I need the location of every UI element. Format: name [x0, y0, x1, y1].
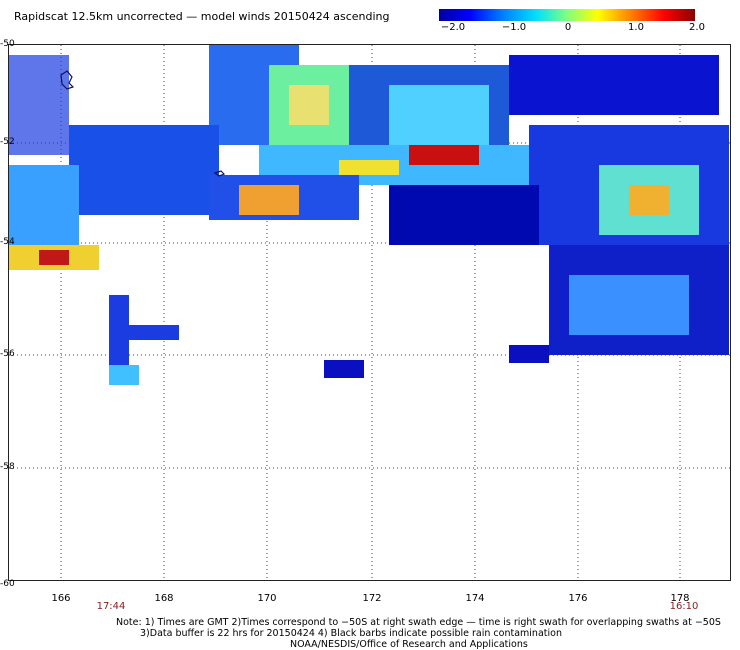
swath-cells: [239, 185, 299, 215]
lon-label: 170: [257, 593, 277, 604]
coastline: [60, 70, 226, 177]
island-outline: [60, 70, 75, 90]
island-outline: [213, 170, 226, 177]
lat-label: -58: [0, 462, 15, 472]
swath-cells: [129, 325, 179, 340]
swath-cells: [389, 85, 489, 145]
wind-difference-field: [9, 45, 729, 385]
lon-label: 176: [568, 593, 588, 604]
lon-label: 174: [465, 593, 485, 604]
lat-label: -50: [0, 39, 15, 49]
colorbar: [439, 9, 695, 21]
lat-label: -54: [0, 237, 15, 247]
swath-cells: [509, 345, 549, 363]
colorbar-tick-label: −2.0: [440, 22, 466, 33]
swath-cells: [9, 55, 69, 155]
colorbar-tick-label: 1.0: [628, 22, 644, 33]
swath-cells: [289, 85, 329, 125]
swath-cells: [409, 145, 479, 165]
swath-cells: [389, 185, 539, 245]
swath-cells: [109, 365, 139, 385]
footnote-line: Note: 1) Times are GMT 2)Times correspon…: [116, 617, 721, 628]
swath-cells: [39, 250, 69, 265]
footnote-line: NOAA/NESDIS/Office of Research and Appli…: [290, 639, 528, 650]
lat-label: -52: [0, 137, 15, 147]
swath-cells: [629, 185, 669, 215]
swath-time-left: 17:44: [96, 601, 126, 612]
swath-cells: [569, 275, 689, 335]
footnote-line: 3)Data buffer is 22 hrs for 20150424 4) …: [140, 628, 562, 639]
lon-label: 166: [51, 593, 71, 604]
colorbar-tick-label: 2.0: [689, 22, 705, 33]
footnote: Note: 1) Times are GMT 2)Times correspon…: [0, 617, 740, 650]
swath-time-right: 16:10: [669, 601, 699, 612]
swath-cells: [9, 165, 79, 245]
colorbar-tick-label: 0: [564, 22, 572, 33]
map-title: Rapidscat 12.5km uncorrected — model win…: [14, 10, 390, 23]
map-frame: [8, 44, 731, 581]
swath-cells: [69, 125, 219, 215]
swath-cells: [509, 55, 719, 115]
lat-label: -60: [0, 579, 15, 589]
lat-label: -56: [0, 349, 15, 359]
lon-label: 178: [670, 593, 690, 604]
lon-label: 172: [362, 593, 382, 604]
colorbar-tick-label: −1.0: [501, 22, 527, 33]
swath-cells: [324, 360, 364, 378]
swath-cells: [109, 295, 129, 365]
lon-label: 168: [154, 593, 174, 604]
swath-cells: [339, 160, 399, 175]
map-canvas: [9, 45, 730, 580]
